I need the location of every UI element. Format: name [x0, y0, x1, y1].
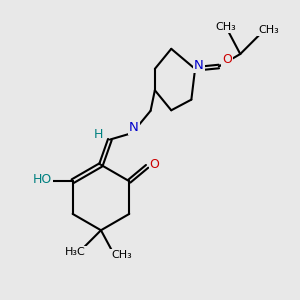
Text: H₃C: H₃C [65, 247, 86, 257]
Text: CH₃: CH₃ [111, 250, 132, 260]
Text: N: N [194, 59, 203, 72]
Text: H: H [94, 128, 103, 141]
Text: O: O [150, 158, 160, 171]
Text: CH₃: CH₃ [258, 25, 279, 35]
Text: CH₃: CH₃ [215, 22, 236, 32]
Text: N: N [129, 121, 139, 134]
Text: HO: HO [32, 173, 52, 186]
Text: O: O [222, 53, 232, 67]
